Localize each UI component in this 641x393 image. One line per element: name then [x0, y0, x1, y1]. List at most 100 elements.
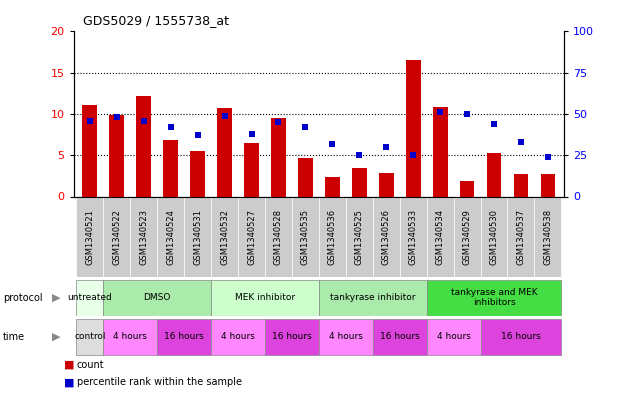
Point: [435, 109, 445, 116]
Point: [489, 121, 499, 127]
Text: GSM1340534: GSM1340534: [436, 209, 445, 265]
Bar: [460, 181, 474, 196]
Text: GSM1340524: GSM1340524: [166, 209, 175, 265]
Bar: [373, 196, 400, 277]
Bar: [76, 319, 103, 355]
Bar: [379, 173, 394, 196]
Point: [219, 112, 229, 119]
Bar: [298, 158, 313, 196]
Bar: [292, 196, 319, 277]
Bar: [319, 196, 346, 277]
Bar: [352, 167, 367, 196]
Bar: [137, 96, 151, 196]
Text: 4 hours: 4 hours: [113, 332, 147, 342]
Bar: [433, 107, 447, 196]
Text: GSM1340531: GSM1340531: [193, 209, 202, 265]
Text: GSM1340538: GSM1340538: [544, 209, 553, 265]
Text: ▶: ▶: [52, 292, 61, 303]
Bar: [190, 151, 205, 196]
Point: [112, 114, 122, 120]
Text: GSM1340521: GSM1340521: [85, 209, 94, 265]
Text: MEK inhibitor: MEK inhibitor: [235, 293, 295, 302]
Text: 16 hours: 16 hours: [380, 332, 420, 342]
Bar: [508, 196, 535, 277]
Text: GSM1340533: GSM1340533: [409, 209, 418, 265]
Text: tankyrase and MEK
inhibitors: tankyrase and MEK inhibitors: [451, 288, 537, 307]
Point: [192, 132, 203, 139]
Bar: [110, 115, 124, 196]
Text: time: time: [3, 332, 26, 342]
Text: GSM1340522: GSM1340522: [112, 209, 121, 265]
Point: [354, 152, 365, 158]
Bar: [103, 280, 211, 316]
Bar: [400, 196, 427, 277]
Point: [273, 119, 283, 125]
Point: [408, 152, 419, 158]
Text: 16 hours: 16 hours: [272, 332, 312, 342]
Text: GSM1340528: GSM1340528: [274, 209, 283, 265]
Text: ■: ■: [64, 377, 74, 387]
Text: GSM1340530: GSM1340530: [490, 209, 499, 265]
Bar: [103, 196, 130, 277]
Point: [381, 144, 392, 150]
Text: GSM1340532: GSM1340532: [220, 209, 229, 265]
Bar: [319, 280, 427, 316]
Text: tankyrase inhibitor: tankyrase inhibitor: [330, 293, 415, 302]
Bar: [157, 196, 184, 277]
Bar: [265, 319, 319, 355]
Bar: [406, 59, 420, 196]
Bar: [346, 196, 373, 277]
Bar: [130, 196, 157, 277]
Text: ■: ■: [64, 360, 74, 369]
Text: DMSO: DMSO: [144, 293, 171, 302]
Text: GSM1340537: GSM1340537: [517, 209, 526, 265]
Text: GSM1340529: GSM1340529: [463, 209, 472, 265]
Bar: [211, 196, 238, 277]
Bar: [157, 319, 211, 355]
Bar: [211, 280, 319, 316]
Bar: [481, 196, 508, 277]
Text: 16 hours: 16 hours: [501, 332, 541, 342]
Bar: [217, 108, 232, 196]
Point: [246, 130, 256, 137]
Text: untreated: untreated: [67, 293, 112, 302]
Point: [138, 118, 149, 124]
Bar: [265, 196, 292, 277]
Point: [300, 124, 310, 130]
Text: percentile rank within the sample: percentile rank within the sample: [77, 377, 242, 387]
Text: GSM1340536: GSM1340536: [328, 209, 337, 265]
Text: GSM1340535: GSM1340535: [301, 209, 310, 265]
Bar: [244, 143, 259, 196]
Text: 4 hours: 4 hours: [221, 332, 255, 342]
Point: [462, 111, 472, 117]
Text: 4 hours: 4 hours: [437, 332, 470, 342]
Text: protocol: protocol: [3, 292, 43, 303]
Bar: [319, 319, 373, 355]
Bar: [513, 174, 528, 196]
Bar: [76, 196, 103, 277]
Text: ▶: ▶: [52, 332, 61, 342]
Bar: [238, 196, 265, 277]
Bar: [487, 153, 501, 196]
Text: GSM1340526: GSM1340526: [382, 209, 391, 265]
Text: count: count: [77, 360, 104, 369]
Bar: [373, 319, 427, 355]
Point: [543, 154, 553, 160]
Bar: [271, 118, 286, 196]
Bar: [481, 319, 562, 355]
Text: 4 hours: 4 hours: [329, 332, 363, 342]
Bar: [454, 196, 481, 277]
Bar: [76, 280, 103, 316]
Bar: [163, 140, 178, 196]
Text: GSM1340523: GSM1340523: [139, 209, 148, 265]
Bar: [211, 319, 265, 355]
Point: [516, 139, 526, 145]
Point: [85, 118, 95, 124]
Bar: [540, 174, 555, 196]
Point: [328, 141, 338, 147]
Bar: [427, 196, 454, 277]
Point: [165, 124, 176, 130]
Bar: [535, 196, 562, 277]
Bar: [427, 319, 481, 355]
Text: GSM1340527: GSM1340527: [247, 209, 256, 265]
